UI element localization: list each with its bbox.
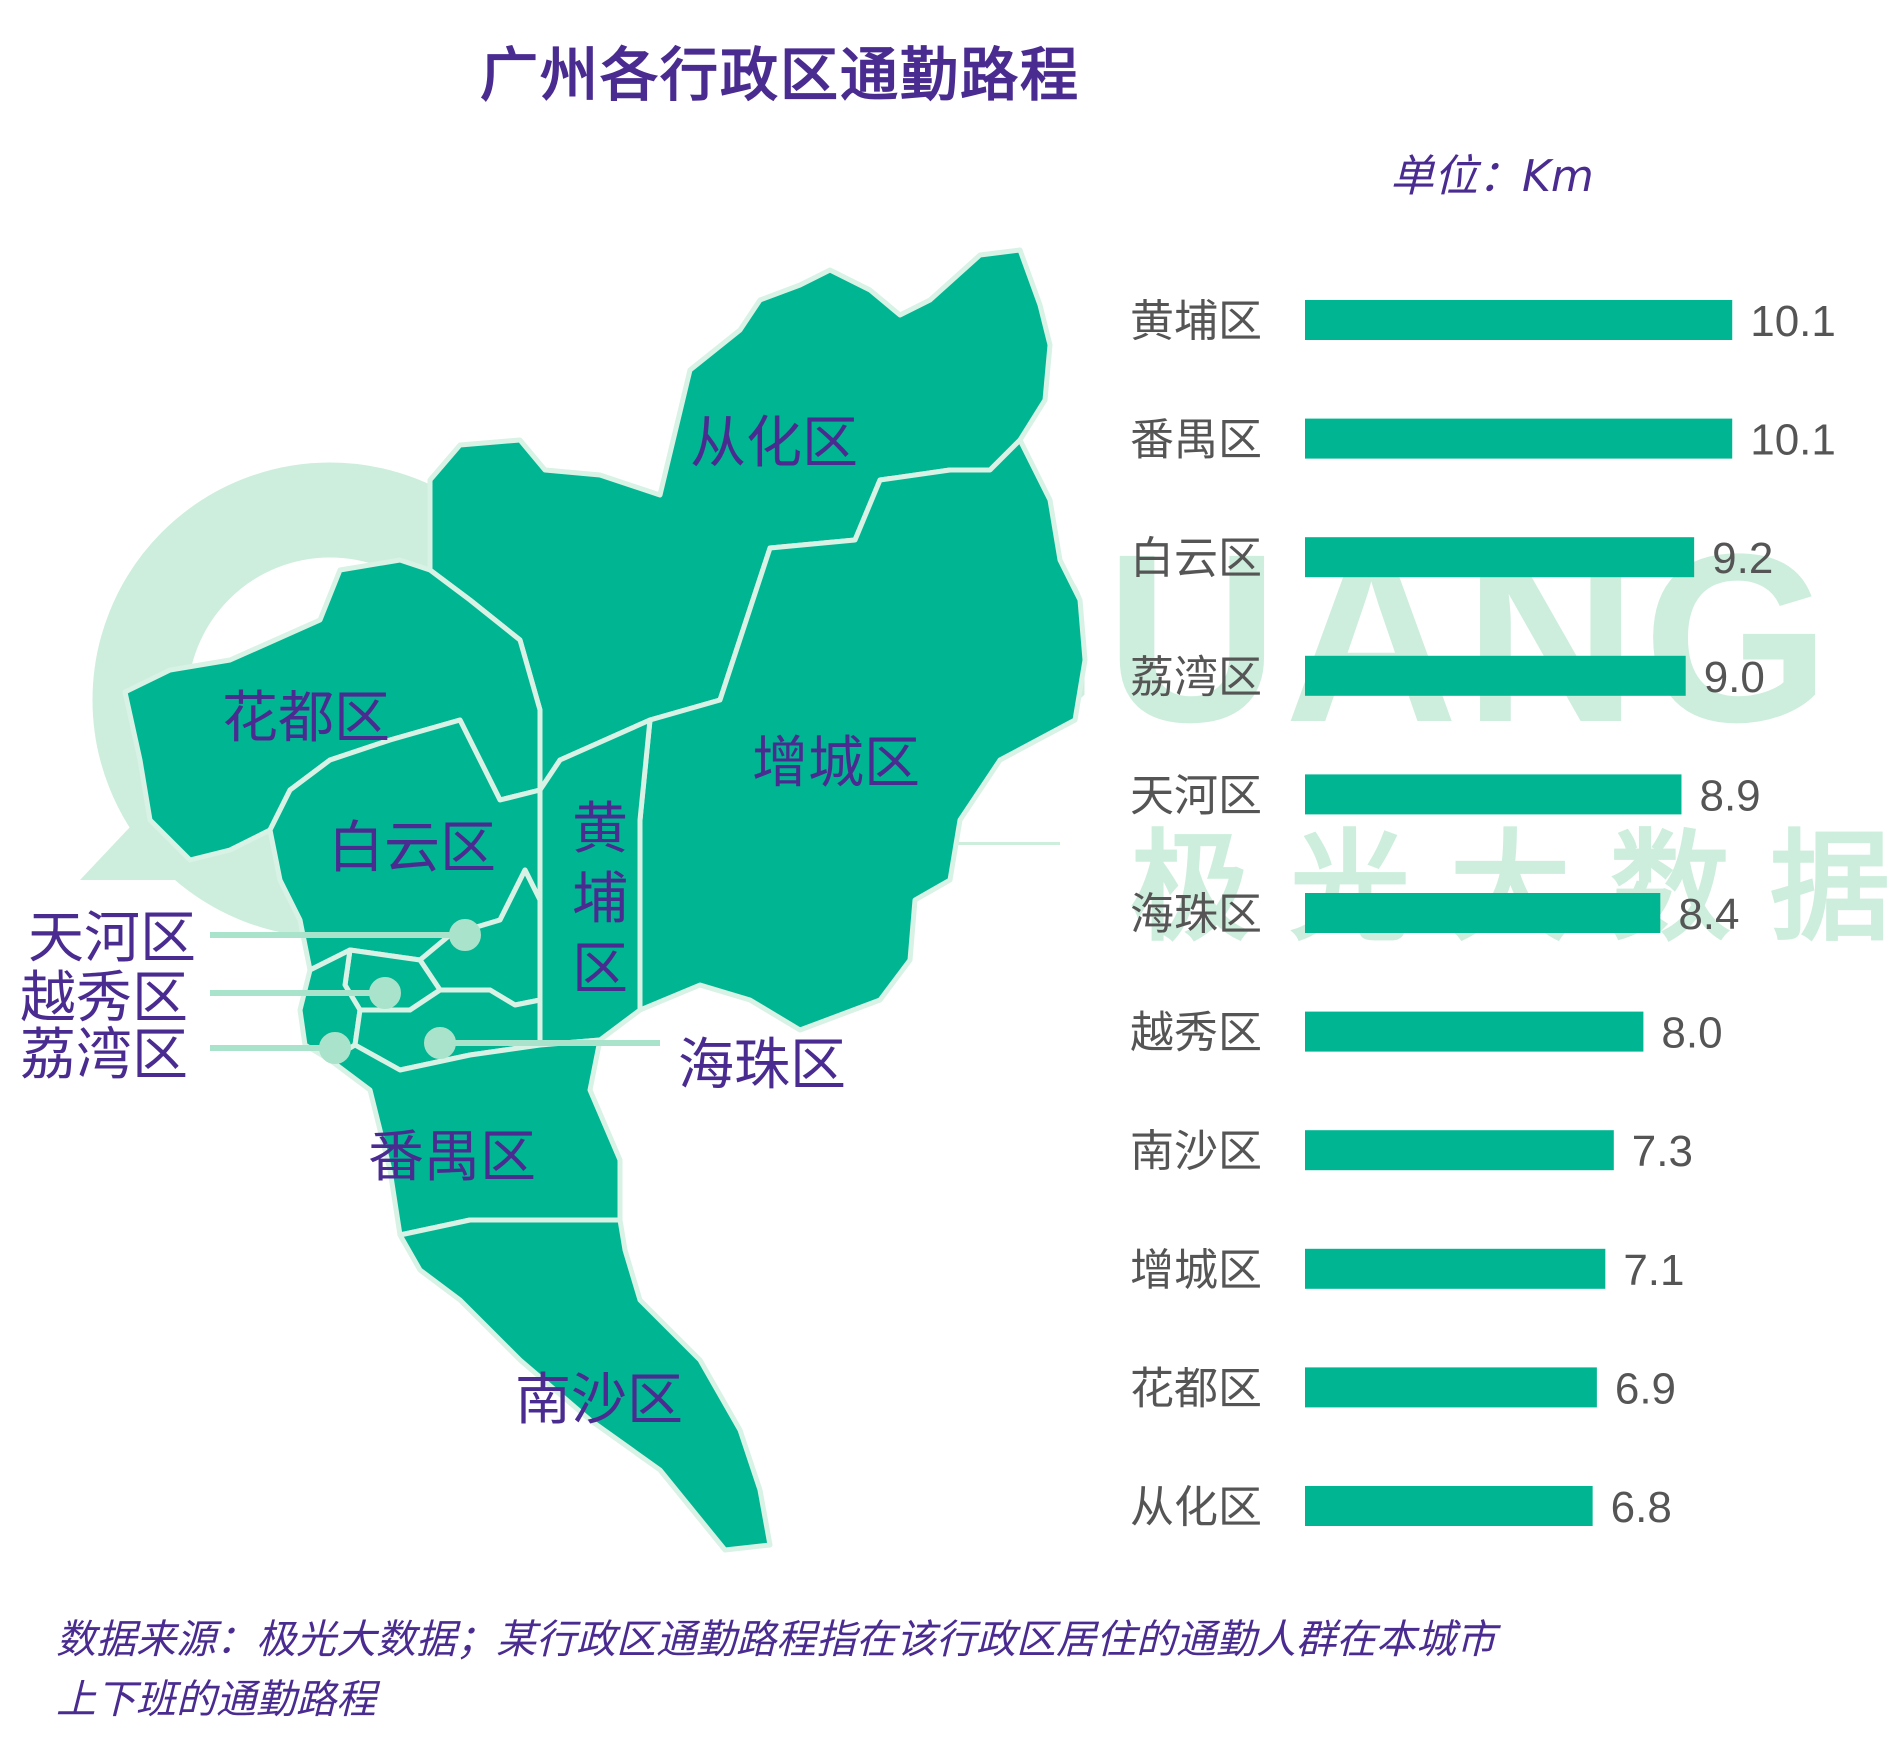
map-label-zengcheng: 增城区 — [752, 731, 920, 796]
map-label-nansha: 南沙区 — [515, 1368, 683, 1433]
bar-value-label: 8.0 — [1661, 1009, 1722, 1058]
bar-category-label: 天河区 — [1130, 770, 1262, 821]
map-label-huangpu-char: 埔 — [572, 867, 628, 932]
bar-category-label: 白云区 — [1130, 533, 1262, 584]
unit-label: 单位：Km — [1390, 151, 1594, 202]
bar — [1305, 893, 1661, 933]
map-label-yuexiu: 越秀区 — [20, 966, 188, 1031]
bar-category-label: 南沙区 — [1130, 1126, 1262, 1177]
callout-yuexiu-dot — [369, 977, 401, 1009]
bar-category-label: 海珠区 — [1130, 889, 1262, 940]
bar-value-label: 6.8 — [1611, 1483, 1672, 1532]
bar-value-label: 7.3 — [1632, 1127, 1693, 1176]
bar — [1305, 655, 1686, 696]
map-label-liwan: 荔湾区 — [20, 1023, 188, 1088]
district-nansha — [397, 1217, 773, 1553]
bar — [1305, 1248, 1606, 1289]
bar-value-label: 8.4 — [1678, 890, 1739, 939]
bar-category-label: 越秀区 — [1130, 1008, 1262, 1059]
map-label-conghua: 从化区 — [690, 411, 858, 476]
bar — [1305, 1011, 1644, 1052]
bar-value-label: 9.0 — [1704, 653, 1765, 702]
bar-category-label: 荔湾区 — [1130, 652, 1262, 703]
bar — [1305, 1130, 1614, 1171]
bar-value-label: 10.1 — [1750, 297, 1836, 346]
bar — [1305, 537, 1695, 578]
bar-category-label: 黄埔区 — [1130, 296, 1262, 347]
callout-tianhe-dot — [449, 919, 481, 951]
bar — [1305, 774, 1682, 815]
bar-value-label: 10.1 — [1750, 416, 1836, 465]
chart-title: 广州各行政区通勤路程 — [479, 41, 1080, 109]
footnote-line-2: 上下班的通勤路程 — [56, 1677, 376, 1723]
bar-category-label: 增城区 — [1130, 1245, 1262, 1296]
map-label-huangpu-char: 区 — [572, 937, 628, 1002]
bar-value-label: 6.9 — [1615, 1364, 1676, 1413]
bar-value-label: 8.9 — [1699, 771, 1760, 820]
footnote: 数据来源：极光大数据；某行政区通勤路程指在该行政区居住的通勤人群在本城市 上下班… — [56, 1610, 1836, 1730]
callout-haizhu-dot — [424, 1027, 456, 1059]
bar — [1305, 1367, 1597, 1408]
map-label-baiyun: 白云区 — [328, 816, 496, 881]
map-label-huadu: 花都区 — [222, 686, 390, 751]
bar — [1305, 418, 1733, 459]
footnote-line-1: 数据来源：极光大数据；某行政区通勤路程指在该行政区居住的通勤人群在本城市 — [56, 1617, 1496, 1663]
bar — [1305, 300, 1733, 340]
callouts — [210, 919, 660, 1064]
bar-category-label: 番禺区 — [1130, 415, 1262, 466]
map-label-haizhu: 海珠区 — [678, 1033, 846, 1098]
bar — [1305, 1486, 1593, 1526]
bar-category-label: 从化区 — [1130, 1482, 1262, 1533]
bar-category-label: 花都区 — [1130, 1363, 1262, 1414]
bar-value-label: 9.2 — [1712, 534, 1773, 583]
district-zengcheng — [637, 437, 1088, 1033]
map-label-tianhe: 天河区 — [28, 906, 196, 971]
map-label-huangpu: 黄埔区 — [570, 795, 630, 1005]
map-label-huangpu-char: 黄 — [572, 797, 628, 862]
map-label-panyu: 番禺区 — [368, 1125, 536, 1190]
bar-value-label: 7.1 — [1623, 1246, 1684, 1295]
callout-liwan-dot — [319, 1032, 351, 1064]
